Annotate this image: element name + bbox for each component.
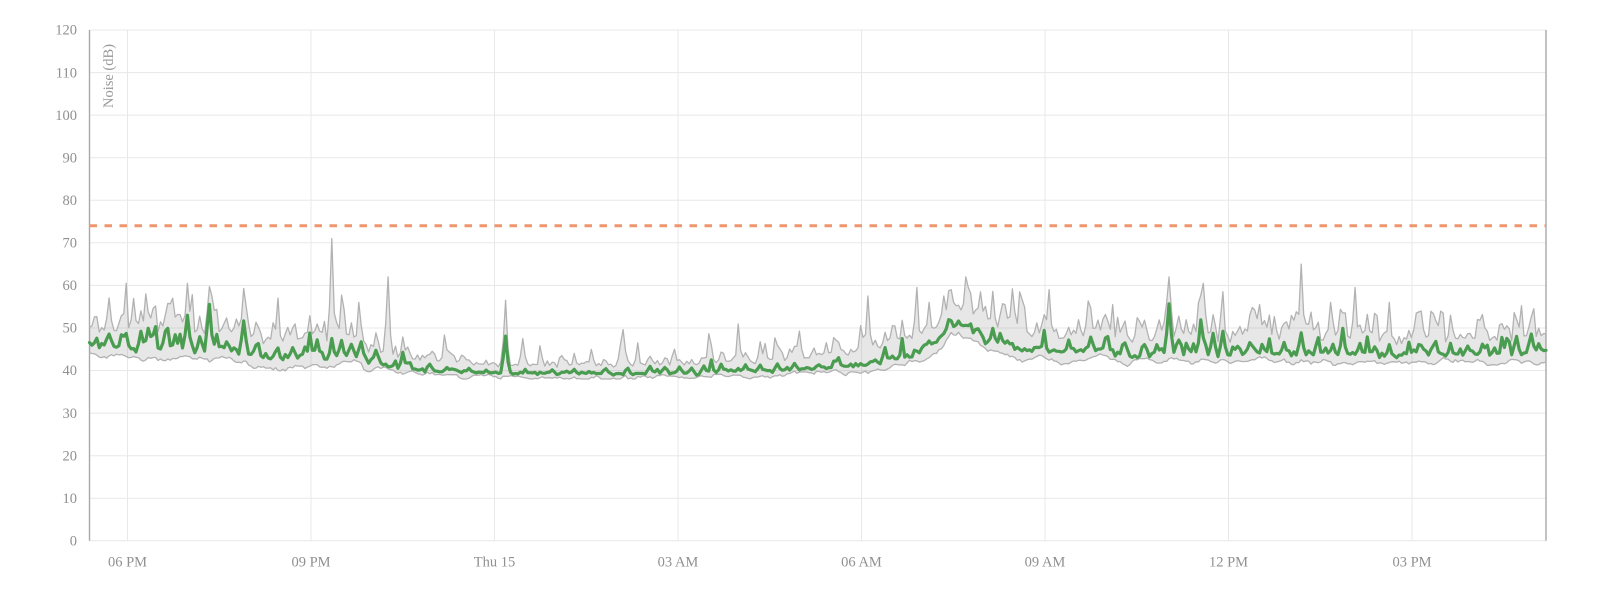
- svg-text:110: 110: [56, 65, 77, 81]
- svg-text:Noise (dB): Noise (dB): [101, 44, 117, 108]
- svg-text:09 AM: 09 AM: [1025, 555, 1066, 571]
- svg-text:03 AM: 03 AM: [658, 555, 699, 571]
- svg-text:20: 20: [63, 448, 78, 464]
- svg-text:0: 0: [70, 534, 77, 550]
- svg-text:10: 10: [63, 491, 78, 507]
- svg-text:12 PM: 12 PM: [1209, 555, 1248, 571]
- svg-text:60: 60: [63, 278, 78, 294]
- svg-text:09 PM: 09 PM: [291, 555, 330, 571]
- svg-text:90: 90: [63, 150, 78, 166]
- svg-text:100: 100: [55, 108, 77, 124]
- svg-text:40: 40: [63, 363, 78, 379]
- svg-text:30: 30: [63, 406, 78, 422]
- svg-text:70: 70: [63, 236, 78, 252]
- svg-text:120: 120: [55, 23, 77, 39]
- svg-text:50: 50: [63, 321, 78, 337]
- svg-text:03 PM: 03 PM: [1392, 555, 1431, 571]
- svg-text:06 PM: 06 PM: [108, 555, 147, 571]
- svg-text:Thu 15: Thu 15: [474, 555, 515, 571]
- svg-text:06 AM: 06 AM: [841, 555, 882, 571]
- svg-text:80: 80: [63, 193, 78, 209]
